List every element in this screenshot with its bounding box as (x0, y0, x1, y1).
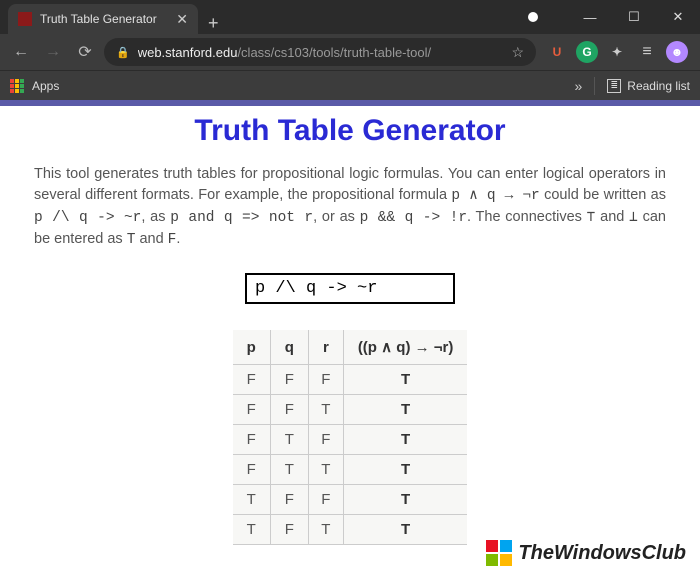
forward-button[interactable]: → (40, 39, 66, 65)
titlebar: Truth Table Generator ✕ + — ☐ ✕ (0, 0, 700, 34)
reading-list-button[interactable]: ≣ Reading list (607, 79, 690, 93)
table-cell: T (233, 485, 271, 515)
table-cell: F (270, 395, 308, 425)
extension-icons: U G ✦ ≡ ☻ (542, 41, 692, 63)
bookmark-bar: Apps » ≣ Reading list (0, 70, 700, 100)
table-cell: T (343, 485, 467, 515)
maximize-button[interactable]: ☐ (612, 2, 656, 32)
bookmark-overflow-icon[interactable]: » (575, 78, 583, 94)
table-cell: T (308, 395, 343, 425)
extensions-puzzle-icon[interactable]: ✦ (606, 41, 628, 63)
reading-list-label: Reading list (627, 79, 690, 93)
address-bar[interactable]: 🔒 web.stanford.edu/class/cs103/tools/tru… (104, 38, 536, 66)
table-cell: T (343, 515, 467, 545)
desc-seg: could be written as (540, 187, 666, 203)
toolbar: ← → ⟳ 🔒 web.stanford.edu/class/cs103/too… (0, 34, 700, 70)
table-cell: T (270, 425, 308, 455)
table-cell: T (233, 515, 271, 545)
table-header-cell: r (308, 330, 343, 365)
table-header-row: pqr((p ∧ q) → ¬r) (233, 330, 468, 365)
table-cell: F (308, 425, 343, 455)
menu-icon[interactable]: ≡ (636, 41, 658, 63)
table-cell: F (270, 485, 308, 515)
desc-seg: , as (141, 209, 170, 225)
new-tab-button[interactable]: + (198, 13, 229, 34)
record-indicator-icon (528, 12, 538, 22)
reload-button[interactable]: ⟳ (72, 39, 98, 65)
table-cell: F (233, 395, 271, 425)
windows-logo-icon (486, 540, 512, 566)
page-title: Truth Table Generator (34, 114, 666, 148)
browser-tab[interactable]: Truth Table Generator ✕ (8, 4, 198, 34)
table-cell: F (308, 485, 343, 515)
url-path: /class/cs103/tools/truth-table-tool/ (237, 45, 431, 60)
formula-wrap: p /\ q -> ~r (34, 273, 666, 304)
minimize-button[interactable]: — (568, 2, 612, 32)
close-window-button[interactable]: ✕ (656, 2, 700, 32)
truth-table: pqr((p ∧ q) → ¬r) FFFTFFTTFTFTFTTTTFFTTF… (233, 330, 468, 545)
formula-input[interactable]: p /\ q -> ~r (245, 273, 455, 304)
desc-formula: p /\ q -> ~r (34, 210, 141, 226)
back-button[interactable]: ← (8, 39, 34, 65)
desc-seg: . The connectives (467, 209, 587, 225)
extension-g-icon[interactable]: G (576, 41, 598, 63)
desc-seg: and (135, 231, 167, 247)
page-content: Truth Table Generator This tool generate… (0, 100, 700, 580)
window-controls: — ☐ ✕ (528, 0, 700, 34)
table-row: FFTT (233, 395, 468, 425)
extension-u-icon[interactable]: U (546, 41, 568, 63)
table-header-cell: p (233, 330, 271, 365)
table-cell: T (308, 455, 343, 485)
table-row: FFFT (233, 365, 468, 395)
url-text: web.stanford.edu/class/cs103/tools/truth… (138, 45, 504, 60)
watermark: TheWindowsClub (486, 540, 686, 566)
table-cell: T (343, 425, 467, 455)
table-header-cell: ((p ∧ q) → ¬r) (343, 330, 467, 365)
table-header-cell: q (270, 330, 308, 365)
desc-formula: p and q => not r (170, 210, 313, 226)
table-row: FTFT (233, 425, 468, 455)
lock-icon: 🔒 (116, 46, 130, 59)
table-cell: F (233, 365, 271, 395)
table-row: TFFT (233, 485, 468, 515)
profile-avatar-icon[interactable]: ☻ (666, 41, 688, 63)
table-row: FTTT (233, 455, 468, 485)
desc-formula: p && q -> !r (360, 210, 467, 226)
reading-list-icon: ≣ (607, 79, 621, 93)
desc-seg: . (176, 231, 180, 247)
table-cell: F (233, 425, 271, 455)
table-cell: F (308, 365, 343, 395)
desc-formula: p ∧ q → ¬r (451, 188, 539, 204)
desc-formula: ⊥ (629, 210, 638, 226)
table-cell: T (343, 395, 467, 425)
page-accent-strip (0, 100, 700, 106)
table-cell: F (270, 515, 308, 545)
url-domain: web.stanford.edu (138, 45, 238, 60)
bookmark-star-icon[interactable]: ☆ (511, 44, 524, 61)
description-text: This tool generates truth tables for pro… (34, 164, 666, 251)
table-cell: T (343, 365, 467, 395)
table-cell: F (270, 365, 308, 395)
favicon-icon (18, 12, 32, 26)
tab-title: Truth Table Generator (40, 12, 168, 26)
apps-icon[interactable] (10, 79, 24, 93)
table-cell: F (233, 455, 271, 485)
table-cell: T (308, 515, 343, 545)
table-cell: T (270, 455, 308, 485)
apps-label[interactable]: Apps (32, 79, 59, 93)
bookmark-divider (594, 77, 595, 95)
close-tab-icon[interactable]: ✕ (176, 11, 188, 28)
desc-seg: , or as (313, 209, 360, 225)
table-cell: T (343, 455, 467, 485)
watermark-text: TheWindowsClub (518, 542, 686, 565)
desc-seg: and (595, 209, 629, 225)
table-row: TFTT (233, 515, 468, 545)
